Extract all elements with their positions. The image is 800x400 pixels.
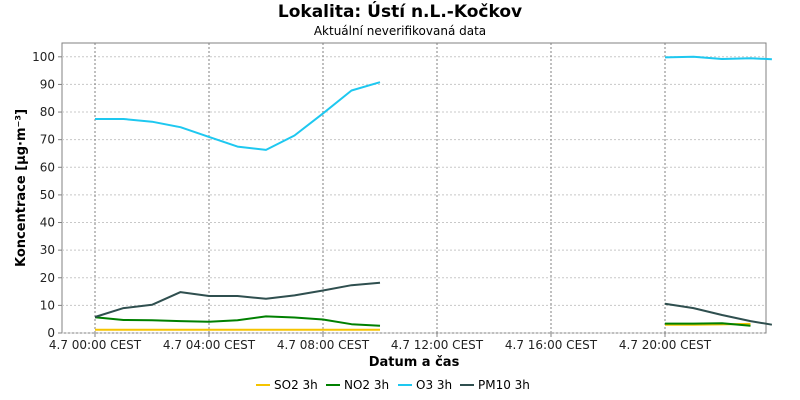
legend-item: O3 3h [398,378,452,392]
series-line [95,81,381,151]
series-no2-3h [94,315,751,327]
y-tick-label: 100 [32,50,55,64]
legend-item: SO2 3h [256,378,318,392]
y-tick-label: 30 [40,243,55,257]
y-tick-label: 80 [40,105,55,119]
y-tick-label: 70 [40,133,55,147]
legend-label: NO2 3h [344,378,389,392]
y-tick-label: 40 [40,216,55,230]
legend-item: NO2 3h [326,378,389,392]
legend-label: O3 3h [416,378,452,392]
y-tick-label: 10 [40,298,55,312]
tick-labels: 0 10 20 30 40 50 60 70 80 90 100 4.7 00:00 CEST 4.7 … [32,50,712,352]
series-o3-3h [95,55,772,151]
series-pm10-3h [94,281,773,326]
grid [62,43,766,334]
series-line [664,55,772,61]
series-line [94,281,381,318]
y-tick-label: 90 [40,77,55,91]
x-axis-title: Datum a čas [369,355,460,370]
legend-label: SO2 3h [274,378,318,392]
series-line [665,322,751,327]
x-tick-label: 4.7 12:00 CEST [391,338,484,352]
series-line [664,302,773,326]
x-tick-label: 4.7 04:00 CEST [163,338,256,352]
legend-item: PM10 3h [460,378,530,392]
legend-label: PM10 3h [478,378,530,392]
y-tick-label: 50 [40,188,55,202]
chart-title: Lokalita: Ústí n.L.-Kočkov [278,0,522,22]
y-tick-label: 20 [40,271,55,285]
x-tick-label: 4.7 16:00 CEST [505,338,598,352]
y-tick-label: 0 [47,326,55,340]
x-tick-label: 4.7 20:00 CEST [619,338,712,352]
plot-area [61,42,767,334]
y-axis-title: Koncentrace [µg·m⁻³] [14,109,29,267]
series-group [94,55,773,331]
x-tick-label: 4.7 08:00 CEST [277,338,370,352]
chart-subtitle: Aktuální neverifikovaná data [314,24,486,38]
y-tick-label: 60 [40,160,55,174]
series-line [94,315,381,327]
x-tick-label: 4.7 00:00 CEST [49,338,142,352]
legend: SO2 3h NO2 3h O3 3h PM10 3h [256,378,530,392]
